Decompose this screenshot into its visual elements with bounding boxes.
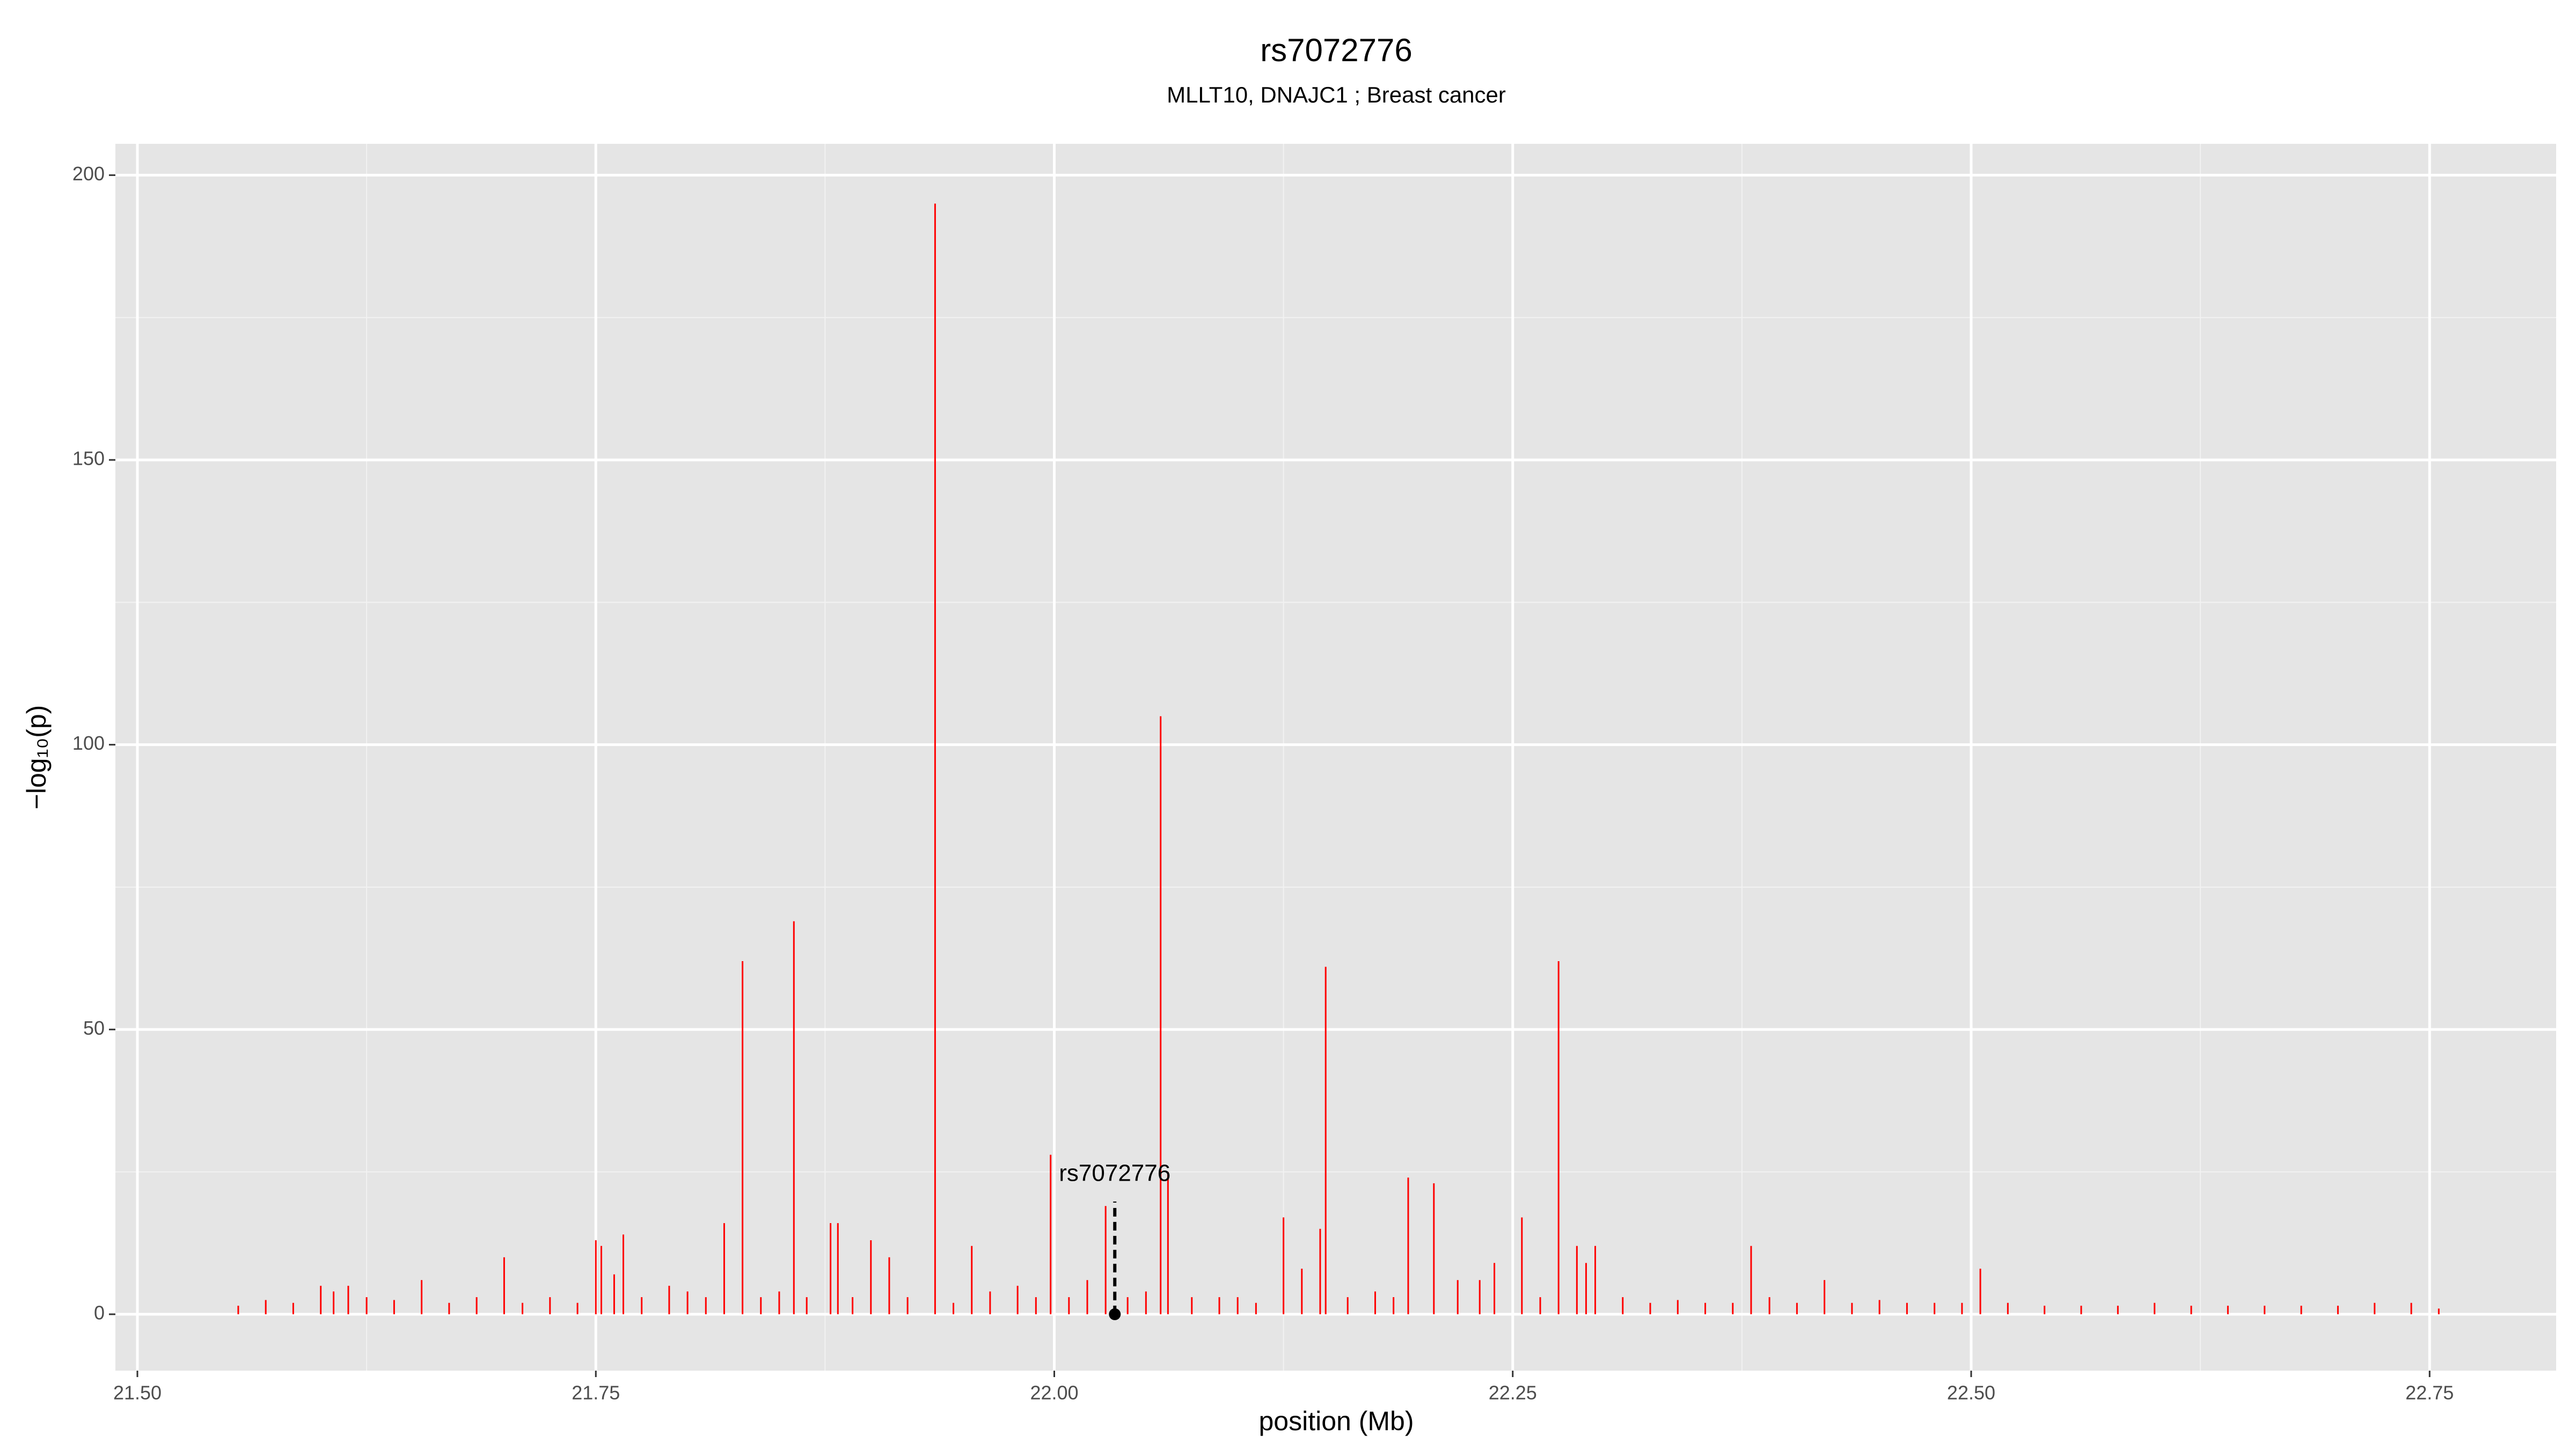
y-tick-label: 200 — [72, 163, 105, 185]
x-axis-label: position (Mb) — [1259, 1406, 1414, 1436]
x-tick-label: 21.75 — [572, 1382, 620, 1404]
annotation-point — [1109, 1308, 1121, 1320]
y-axis-label: −log₁₀(p) — [21, 705, 52, 810]
x-tick-label: 22.50 — [1947, 1382, 1995, 1404]
annotation-label: rs7072776 — [1059, 1160, 1170, 1187]
chart-title: rs7072776 — [1260, 32, 1413, 68]
x-tick-label: 22.25 — [1489, 1382, 1537, 1404]
x-tick-label: 22.75 — [2405, 1382, 2454, 1404]
y-tick-label: 100 — [72, 732, 105, 754]
x-tick-label: 22.00 — [1030, 1382, 1078, 1404]
y-tick-label: 0 — [94, 1301, 105, 1323]
plot-panel — [115, 144, 2556, 1371]
y-tick-label: 50 — [83, 1017, 105, 1039]
chart-subtitle: MLLT10, DNAJC1 ; Breast cancer — [1167, 82, 1506, 107]
x-tick-label: 21.50 — [113, 1382, 162, 1404]
y-tick-label: 150 — [72, 448, 105, 470]
